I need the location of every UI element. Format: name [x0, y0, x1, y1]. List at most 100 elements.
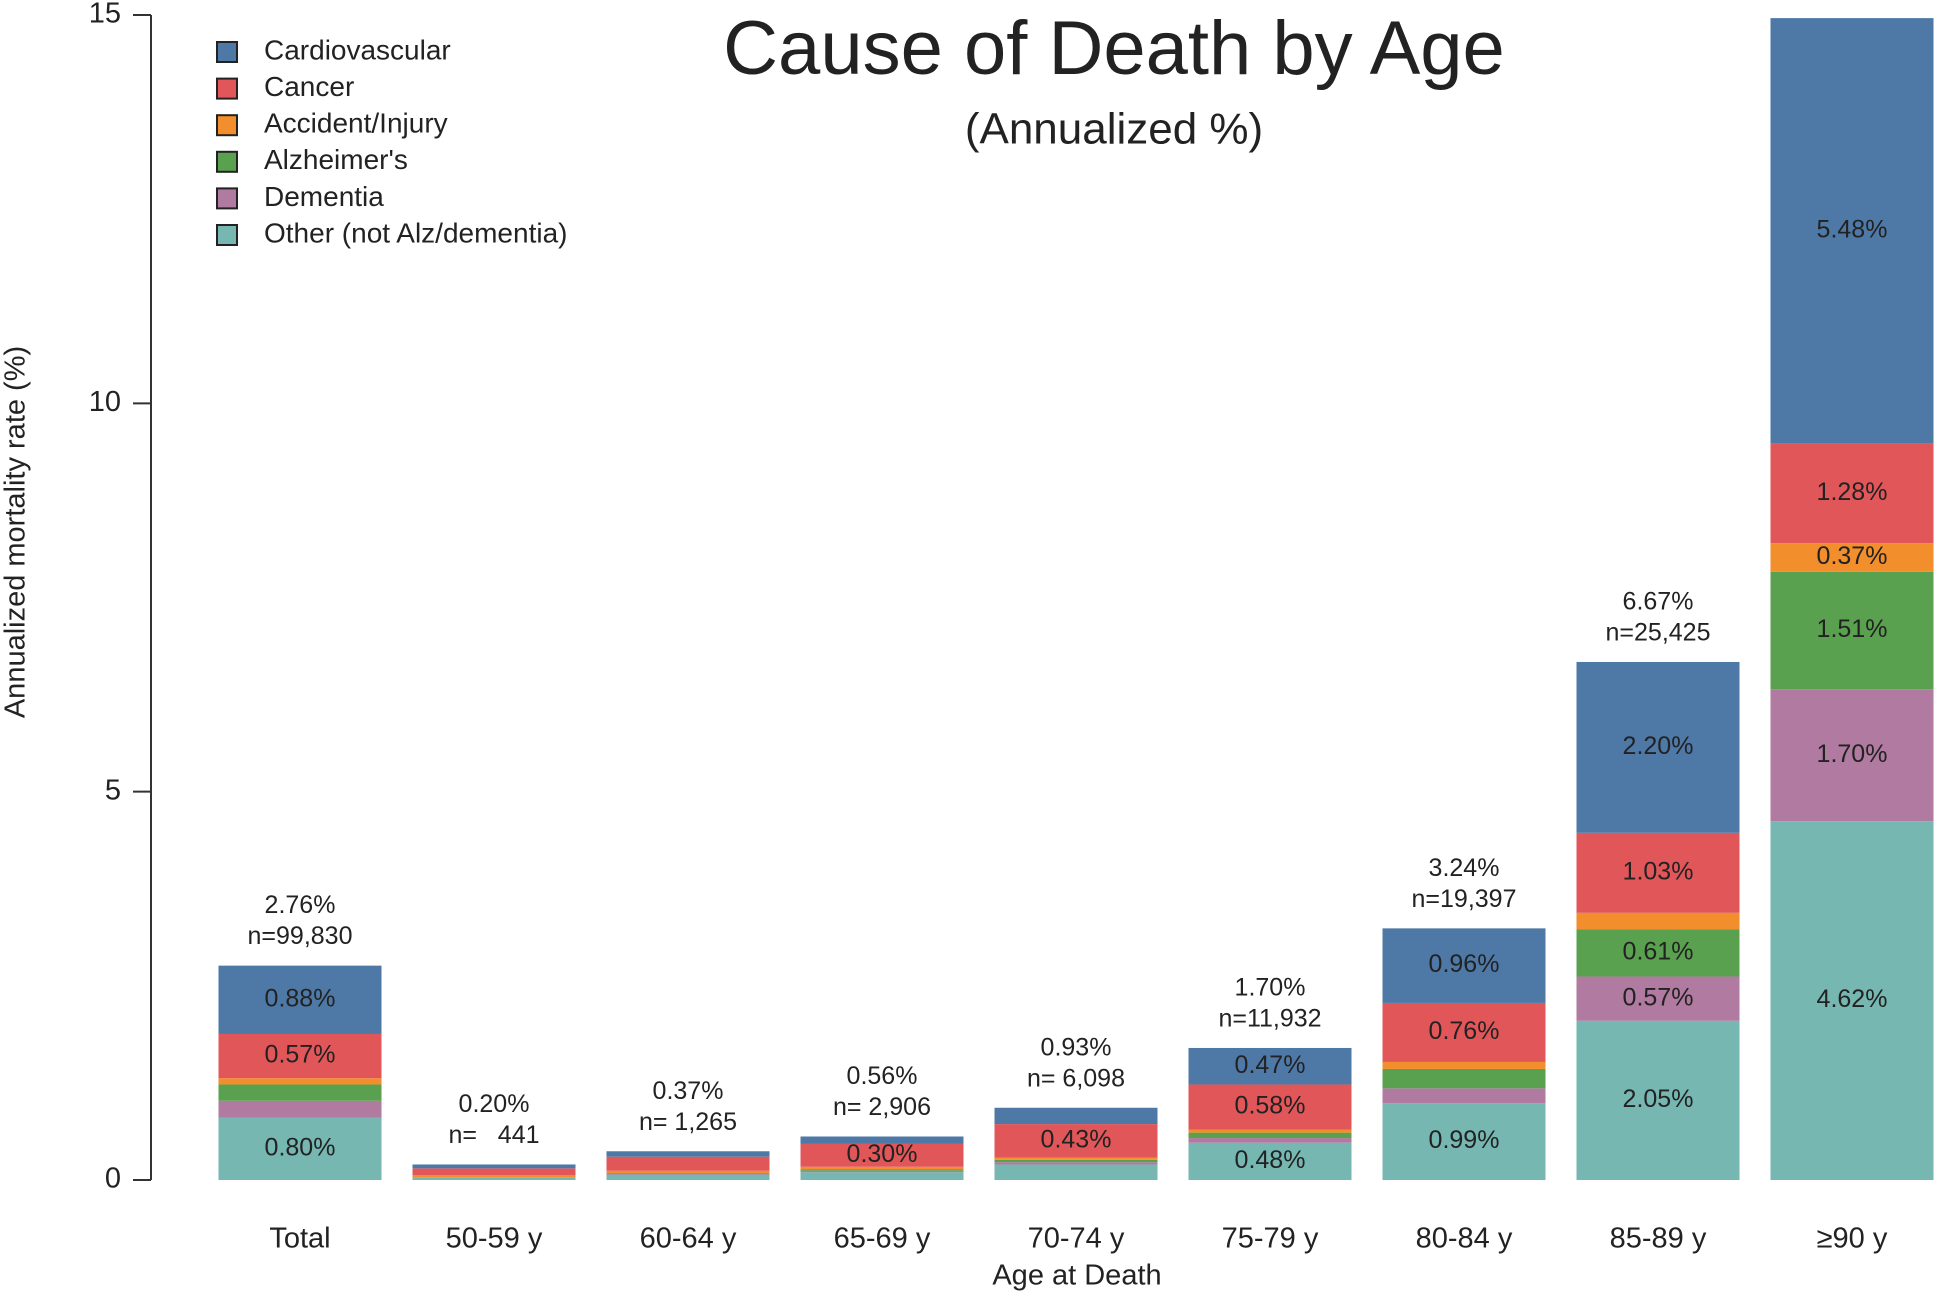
bar-segment: [1188, 1138, 1352, 1143]
legend-label: Cancer: [264, 71, 354, 102]
y-axis-label: Annualized mortality rate (%): [0, 346, 32, 718]
segment-label: 0.80%: [265, 1134, 336, 1162]
segment-label: 0.99%: [1429, 1126, 1500, 1154]
bar-segment: [1770, 689, 1934, 822]
bar-segment: [606, 1156, 770, 1171]
bar-segment: [1188, 1129, 1352, 1133]
segment-label: 1.51%: [1817, 615, 1888, 643]
x-tick-label: 65-69 y: [834, 1223, 931, 1255]
bar-segment: [994, 1164, 1158, 1180]
segment-label: 0.43%: [1041, 1125, 1112, 1153]
bar-segment: [994, 1157, 1158, 1160]
x-tick-label: 70-74 y: [1028, 1223, 1125, 1255]
bar-segment: [1382, 1061, 1546, 1069]
bar-segment: [1382, 1103, 1546, 1180]
bar-segment: [606, 1151, 770, 1157]
segment-label: 0.58%: [1235, 1092, 1306, 1120]
legend-swatch: [216, 41, 238, 63]
total-label: 1.70%: [1235, 974, 1306, 1002]
segment-label: 0.57%: [1623, 983, 1694, 1011]
bar-segment: [994, 1107, 1158, 1125]
total-label: 3.24%: [1429, 854, 1500, 882]
bar-segment: [412, 1168, 576, 1176]
bar-segment: [1770, 571, 1934, 690]
legend-swatch: [216, 114, 238, 137]
x-tick-label: 60-64 y: [640, 1223, 737, 1255]
y-tick-label: 15: [89, 0, 121, 30]
x-tick-label: 50-59 y: [446, 1223, 543, 1255]
bar-segment: [800, 1143, 964, 1167]
total-label: 0.56%: [847, 1062, 918, 1090]
bar-segment: [218, 1117, 382, 1180]
bar-segment: [800, 1170, 964, 1173]
n-label: n= 6,098: [1027, 1064, 1125, 1092]
chart-subtitle: (Annualized %): [965, 105, 1263, 154]
segment-label: 0.76%: [1429, 1017, 1500, 1045]
x-tick-label: 75-79 y: [1222, 1223, 1319, 1255]
bar-segment: [994, 1124, 1158, 1158]
bar-segment: [606, 1170, 770, 1174]
bar-segment: [412, 1175, 576, 1178]
n-label: n=25,425: [1606, 619, 1711, 647]
segment-label: 1.03%: [1623, 857, 1694, 885]
chart-title: Cause of Death by Age: [723, 6, 1505, 91]
bar-segment: [1188, 1047, 1352, 1085]
bar-segment: [800, 1136, 964, 1144]
bar-segment: [1382, 928, 1546, 1003]
bar-segment: [412, 1164, 576, 1169]
segment-label: 0.61%: [1623, 937, 1694, 965]
bar-segment: [218, 1100, 382, 1118]
bar-segment: [1576, 832, 1740, 913]
bar-segment: [1188, 1084, 1352, 1130]
legend-swatch: [216, 224, 238, 246]
legend-label: Cardiovascular: [264, 34, 451, 65]
legend-label: Other (not Alz/dementia): [264, 217, 567, 248]
bar-segment: [412, 1177, 576, 1180]
segment-label: 0.37%: [1817, 542, 1888, 570]
bar-segment: [1382, 1002, 1546, 1062]
bar-segment: [1770, 543, 1934, 572]
bar-segment: [800, 1169, 964, 1171]
x-tick-label: 80-84 y: [1416, 1223, 1513, 1255]
n-label: n= 2,906: [833, 1093, 931, 1121]
n-label: n=19,397: [1412, 885, 1517, 913]
total-label: 0.20%: [459, 1090, 530, 1118]
bar-segment: [1382, 1088, 1546, 1104]
x-tick-label: 85-89 y: [1610, 1223, 1707, 1255]
bar-segment: [1770, 18, 1934, 444]
bar-segment: [218, 1033, 382, 1079]
bar-segment: [1382, 1068, 1546, 1089]
bar-segment: [1576, 661, 1740, 833]
bar-segment: [1576, 929, 1740, 977]
x-tick-label: ≥90 y: [1817, 1223, 1888, 1255]
n-label: n=11,932: [1218, 1005, 1321, 1033]
total-label: 0.37%: [653, 1077, 724, 1105]
y-tick-label: 0: [105, 1163, 121, 1195]
bar-segment: [606, 1173, 770, 1175]
y-tick-label: 5: [105, 774, 121, 806]
total-label: 0.93%: [1041, 1033, 1112, 1061]
x-axis-label: Age at Death: [992, 1260, 1161, 1292]
bar-segment: [218, 1078, 382, 1085]
segment-label: 1.28%: [1817, 478, 1888, 506]
n-label: n= 441: [448, 1121, 539, 1149]
bar-segment: [994, 1159, 1158, 1163]
segment-label: 0.96%: [1429, 950, 1500, 978]
segment-label: 1.70%: [1817, 740, 1888, 768]
bar-segment: [800, 1172, 964, 1180]
segment-label: 5.48%: [1817, 216, 1888, 244]
n-label: n= 1,265: [639, 1108, 737, 1136]
bar-segment: [1576, 912, 1740, 930]
bar-segment: [1188, 1142, 1352, 1180]
segment-label: 0.47%: [1235, 1051, 1306, 1079]
legend-swatch: [216, 77, 238, 100]
bar-segment: [1576, 1020, 1740, 1180]
bar-segment: [1576, 976, 1740, 1021]
segment-label: 0.57%: [265, 1041, 336, 1069]
x-tick-label: Total: [269, 1223, 330, 1255]
segment-label: 4.62%: [1817, 985, 1888, 1013]
bar-segment: [994, 1162, 1158, 1165]
bar-segment: [606, 1173, 770, 1174]
